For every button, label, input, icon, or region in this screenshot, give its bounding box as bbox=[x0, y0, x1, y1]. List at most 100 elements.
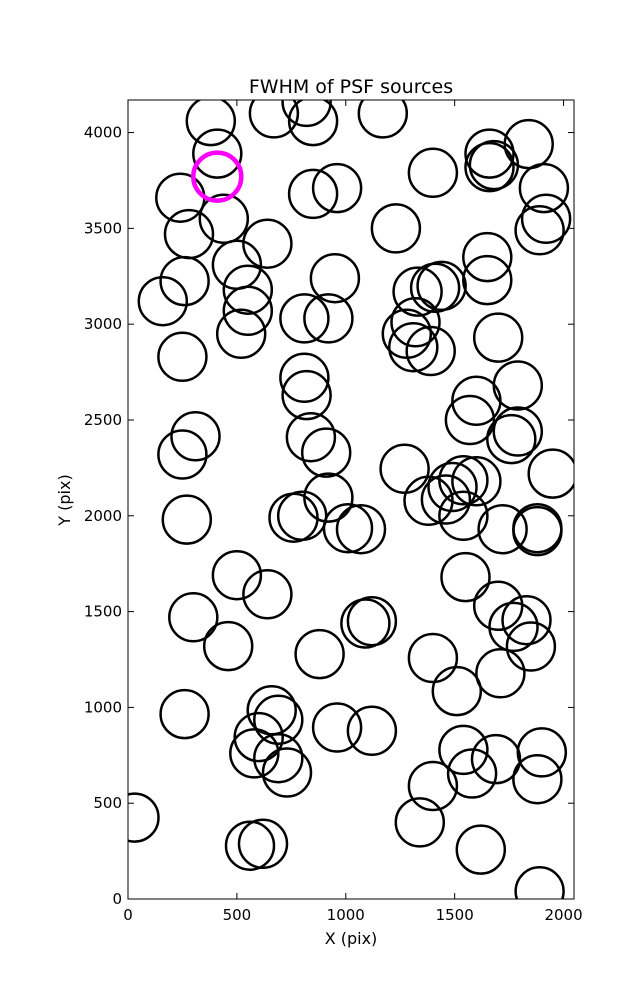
psf-source-marker bbox=[346, 705, 398, 757]
psf-source-marker bbox=[388, 321, 439, 373]
psf-source-marker bbox=[128, 792, 160, 843]
psf-source-marker bbox=[394, 797, 446, 848]
psf-source-marker bbox=[303, 293, 354, 344]
psf-source-marker bbox=[279, 352, 330, 404]
psf-source-marker bbox=[512, 505, 563, 557]
x-axis: 0 500 1000 1500 2000 bbox=[123, 100, 583, 924]
psf-source-marker bbox=[242, 218, 293, 269]
psf-source-marker bbox=[518, 162, 570, 214]
psf-source-marker bbox=[501, 594, 552, 646]
psf-source-marker bbox=[253, 694, 304, 746]
psf-source-marker bbox=[514, 866, 565, 899]
psf-source-marker bbox=[233, 711, 284, 763]
psf-source-marker bbox=[357, 100, 409, 139]
psf-source-marker bbox=[192, 128, 243, 179]
psf-source-marker bbox=[137, 275, 189, 327]
psf-source-marker bbox=[464, 128, 515, 179]
y-tick-label: 1000 bbox=[84, 698, 122, 716]
psf-source-marker bbox=[405, 325, 456, 377]
psf-source-marker bbox=[492, 360, 544, 411]
chart-title: FWHM of PSF sources bbox=[249, 76, 453, 98]
psf-source-marker bbox=[155, 172, 206, 223]
psf-source-marker bbox=[516, 727, 568, 778]
psf-source-marker bbox=[159, 688, 210, 740]
psf-source-marker bbox=[281, 369, 332, 421]
psf-source-marker bbox=[248, 100, 300, 139]
x-tick-label: 1000 bbox=[327, 906, 365, 924]
y-tick-label: 2500 bbox=[84, 411, 122, 429]
x-tick-label: 2000 bbox=[544, 906, 582, 924]
y-tick-label: 3000 bbox=[84, 315, 122, 333]
psf-source-marker bbox=[300, 427, 352, 478]
psf-source-marker bbox=[455, 824, 507, 875]
psf-source-marker bbox=[512, 753, 563, 805]
psf-source-marker bbox=[346, 595, 398, 647]
psf-source-marker bbox=[470, 733, 522, 785]
psf-source-marker bbox=[390, 297, 441, 348]
psf-source-marker bbox=[303, 472, 354, 523]
psf-source-marker bbox=[464, 141, 515, 193]
psf-source-marker bbox=[407, 147, 459, 199]
psf-source-marker bbox=[475, 648, 526, 699]
y-tick-label: 3500 bbox=[84, 219, 122, 237]
psf-source-marker bbox=[477, 503, 528, 555]
psf-source-marker bbox=[242, 569, 293, 620]
psf-source-marker bbox=[224, 820, 276, 871]
x-tick-label: 500 bbox=[223, 906, 252, 924]
psf-source-marker bbox=[512, 502, 563, 554]
psf-source-marker bbox=[340, 598, 391, 649]
psf-source-marker bbox=[159, 255, 210, 307]
psf-source-marker bbox=[268, 492, 319, 543]
psf-source-marker bbox=[281, 100, 332, 128]
psf-source-marker bbox=[492, 406, 544, 457]
psf-source-marker bbox=[215, 308, 267, 360]
psf-source-marker bbox=[438, 490, 489, 542]
y-tick-label: 2000 bbox=[84, 507, 122, 525]
psf-source-marker bbox=[505, 621, 557, 672]
psf-source-marker bbox=[440, 551, 491, 603]
y-tick-label: 0 bbox=[112, 890, 122, 908]
psf-source-marker bbox=[520, 193, 572, 245]
x-tick-label: 1500 bbox=[436, 906, 474, 924]
y-tick-label: 500 bbox=[93, 794, 122, 812]
psf-source-marker bbox=[451, 456, 502, 507]
psf-source-marker bbox=[287, 168, 339, 220]
psf-source-marker bbox=[335, 503, 387, 555]
psf-source-marker bbox=[446, 748, 498, 799]
psf-source-marker bbox=[157, 429, 208, 480]
psf-source-marker bbox=[472, 312, 524, 363]
psf-source-marker bbox=[407, 760, 459, 812]
psf-source-marker bbox=[279, 293, 330, 344]
plot-frame bbox=[127, 99, 575, 900]
highlighted-source-marker bbox=[191, 150, 244, 203]
psf-source-marker bbox=[392, 266, 443, 317]
psf-source-marker bbox=[379, 443, 430, 495]
psf-source-marker bbox=[229, 728, 280, 779]
psf-source-marker bbox=[211, 239, 263, 291]
x-tick-label: 0 bbox=[123, 906, 133, 924]
psf-source-marker bbox=[211, 549, 263, 601]
psf-source-marker bbox=[309, 252, 361, 304]
psf-source-marker bbox=[294, 628, 345, 680]
psf-source-marker bbox=[416, 260, 467, 312]
psf-source-marker bbox=[168, 592, 219, 643]
psf-source-marker bbox=[444, 394, 496, 446]
psf-source-marker bbox=[438, 724, 489, 776]
psf-source-marker bbox=[246, 685, 297, 736]
psf-source-marker bbox=[202, 620, 254, 672]
y-axis-label: Y (pix) bbox=[55, 474, 74, 526]
psf-source-marker bbox=[276, 490, 328, 542]
psf-source-marker bbox=[311, 162, 363, 214]
psf-source-marker bbox=[486, 413, 537, 465]
psf-source-marker bbox=[311, 702, 363, 753]
psf-source-marker bbox=[514, 205, 565, 256]
psf-source-marker bbox=[527, 448, 574, 499]
psf-source-marker bbox=[427, 461, 478, 513]
psf-source-marker bbox=[462, 231, 513, 283]
x-axis-label: X (pix) bbox=[325, 929, 378, 948]
y-tick-label: 1500 bbox=[84, 603, 122, 621]
psf-source-marker bbox=[472, 580, 524, 632]
psf-source-marker bbox=[407, 632, 459, 684]
psf-source-marker bbox=[322, 502, 374, 554]
